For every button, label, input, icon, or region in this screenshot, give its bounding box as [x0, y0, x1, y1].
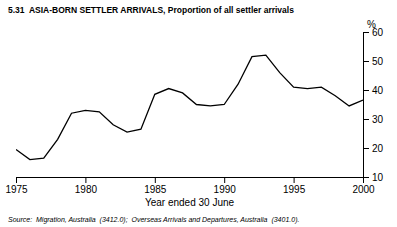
y-tick: 40 — [363, 85, 384, 96]
y-tick-label: 20 — [372, 143, 384, 154]
x-tick-label: 1980 — [75, 184, 98, 195]
y-tick-label: 40 — [372, 85, 384, 96]
x-label: Year ended 30 June — [145, 197, 235, 208]
x-tick: 1985 — [144, 177, 167, 195]
y-axis: 102030405060 — [363, 27, 384, 183]
plot: 197519801985199019952000102030405060%Yea… — [5, 19, 383, 208]
y-tick-label: 50 — [372, 56, 384, 67]
source-note: Source: Migration, Australia (3412.0); O… — [8, 216, 299, 224]
y-axis-line — [364, 33, 370, 178]
x-tick-mark — [16, 177, 17, 183]
x-tick: 1990 — [214, 177, 237, 195]
x-tick-mark — [224, 177, 225, 183]
y-label: % — [367, 19, 376, 30]
y-tick: 20 — [363, 143, 384, 154]
x-tick-label: 1995 — [283, 184, 306, 195]
y-tick-mark — [363, 119, 369, 120]
y-tick-label: 30 — [372, 114, 384, 125]
x-tick: 1980 — [75, 177, 98, 195]
series-line — [16, 55, 363, 159]
chart-svg: 5.31 ASIA-BORN SETTLER ARRIVALS, Proport… — [0, 0, 397, 227]
x-axis: 1975 1980 1985 1990 1995 2000 — [5, 177, 375, 195]
y-tick-mark — [363, 90, 369, 91]
x-tick-label: 1990 — [214, 184, 237, 195]
x-tick: 1995 — [283, 177, 306, 195]
x-tick-label: 2000 — [352, 184, 375, 195]
x-tick-mark — [155, 177, 156, 183]
x-tick-mark — [85, 177, 86, 183]
x-tick: 1975 — [5, 177, 28, 195]
x-tick-label: 1975 — [5, 184, 28, 195]
x-tick-mark — [294, 177, 295, 183]
x-axis-line — [17, 178, 364, 184]
x-tick-label: 1985 — [144, 184, 167, 195]
y-tick: 30 — [363, 114, 384, 125]
title: 5.31 ASIA-BORN SETTLER ARRIVALS, Proport… — [8, 5, 294, 15]
y-tick-mark — [363, 32, 369, 33]
y-tick-label: 10 — [372, 172, 384, 183]
y-tick-mark — [363, 177, 369, 178]
y-tick-mark — [363, 61, 369, 62]
y-tick: 10 — [363, 172, 384, 183]
marks — [16, 55, 363, 159]
y-tick-mark — [363, 148, 369, 149]
y-tick: 50 — [363, 56, 384, 67]
